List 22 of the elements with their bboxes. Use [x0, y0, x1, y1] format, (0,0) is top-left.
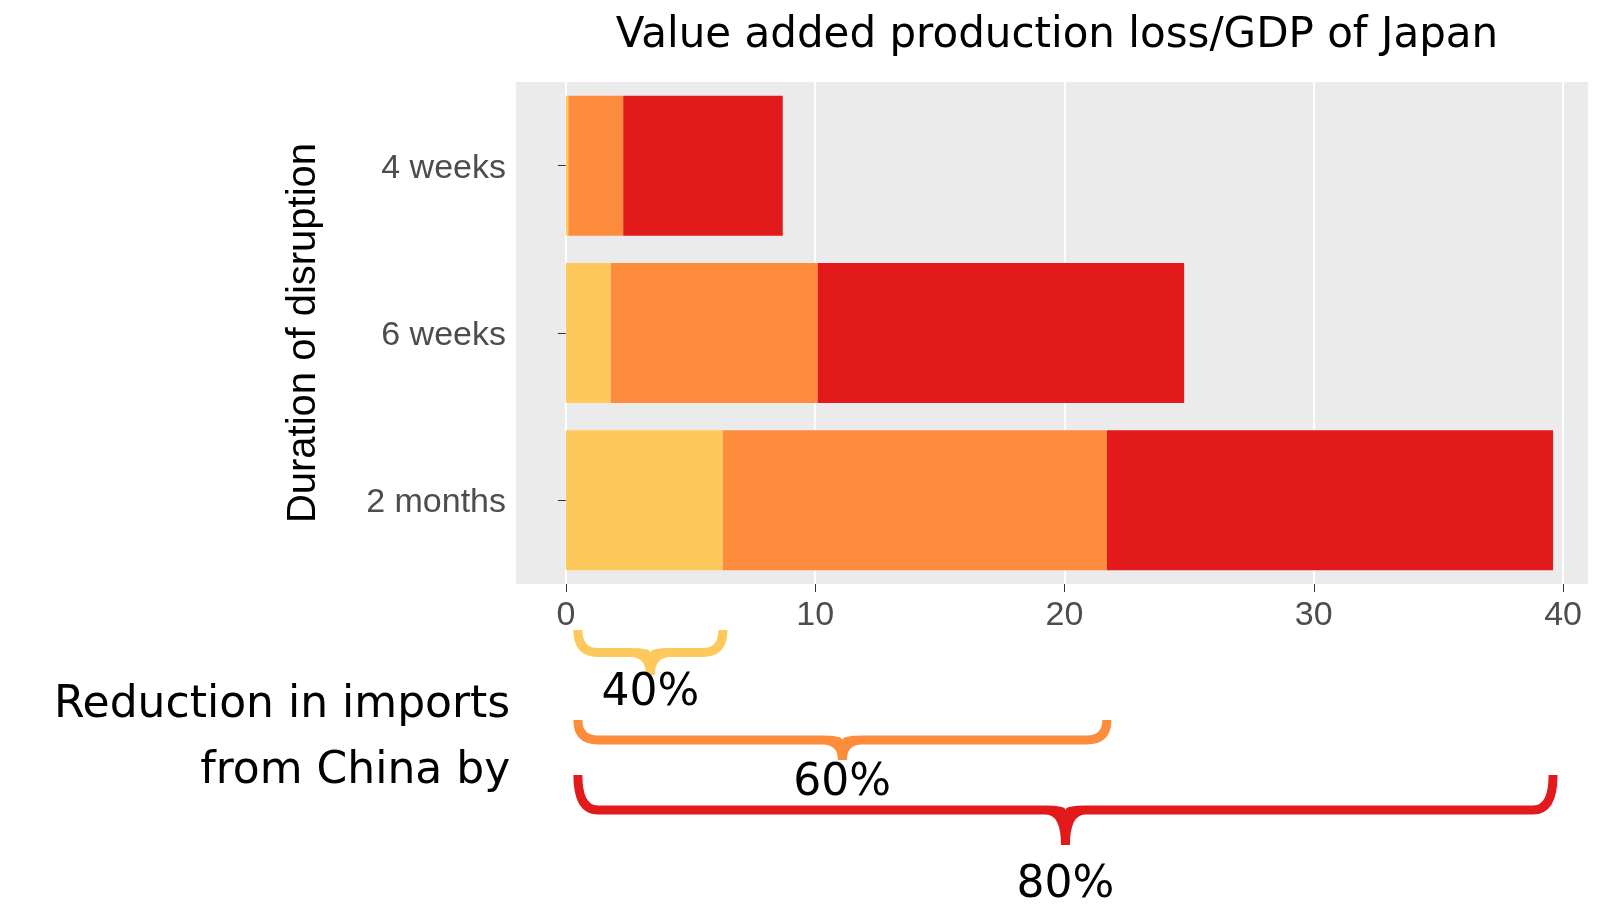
text: Reduction in imports from China by: [54, 675, 511, 795]
bar: [722, 430, 1107, 571]
x-tick-label: 0: [556, 594, 576, 632]
x-tick-label: 10: [796, 594, 835, 632]
y-tick-label: 2 months: [366, 481, 506, 520]
chart-title: Value added production loss/GDP of Japan: [615, 7, 1499, 57]
bar: [623, 95, 783, 236]
bar: [565, 430, 723, 571]
bar: [565, 263, 611, 403]
y-tick-label: 6 weeks: [381, 314, 506, 352]
bar: [1106, 430, 1554, 571]
x-tick-label: 20: [1045, 594, 1084, 632]
text: 60%: [793, 753, 892, 807]
text: 80%: [1016, 855, 1115, 909]
bar: [817, 263, 1185, 403]
y-tick-label: 4 weeks: [381, 146, 506, 185]
bar: [568, 95, 624, 236]
y-axis-title: Duration of disruption: [279, 142, 323, 524]
bar: [610, 263, 818, 403]
x-tick-label: 40: [1544, 594, 1582, 632]
x-tick-label: 30: [1294, 594, 1333, 632]
text: 40%: [601, 663, 700, 717]
